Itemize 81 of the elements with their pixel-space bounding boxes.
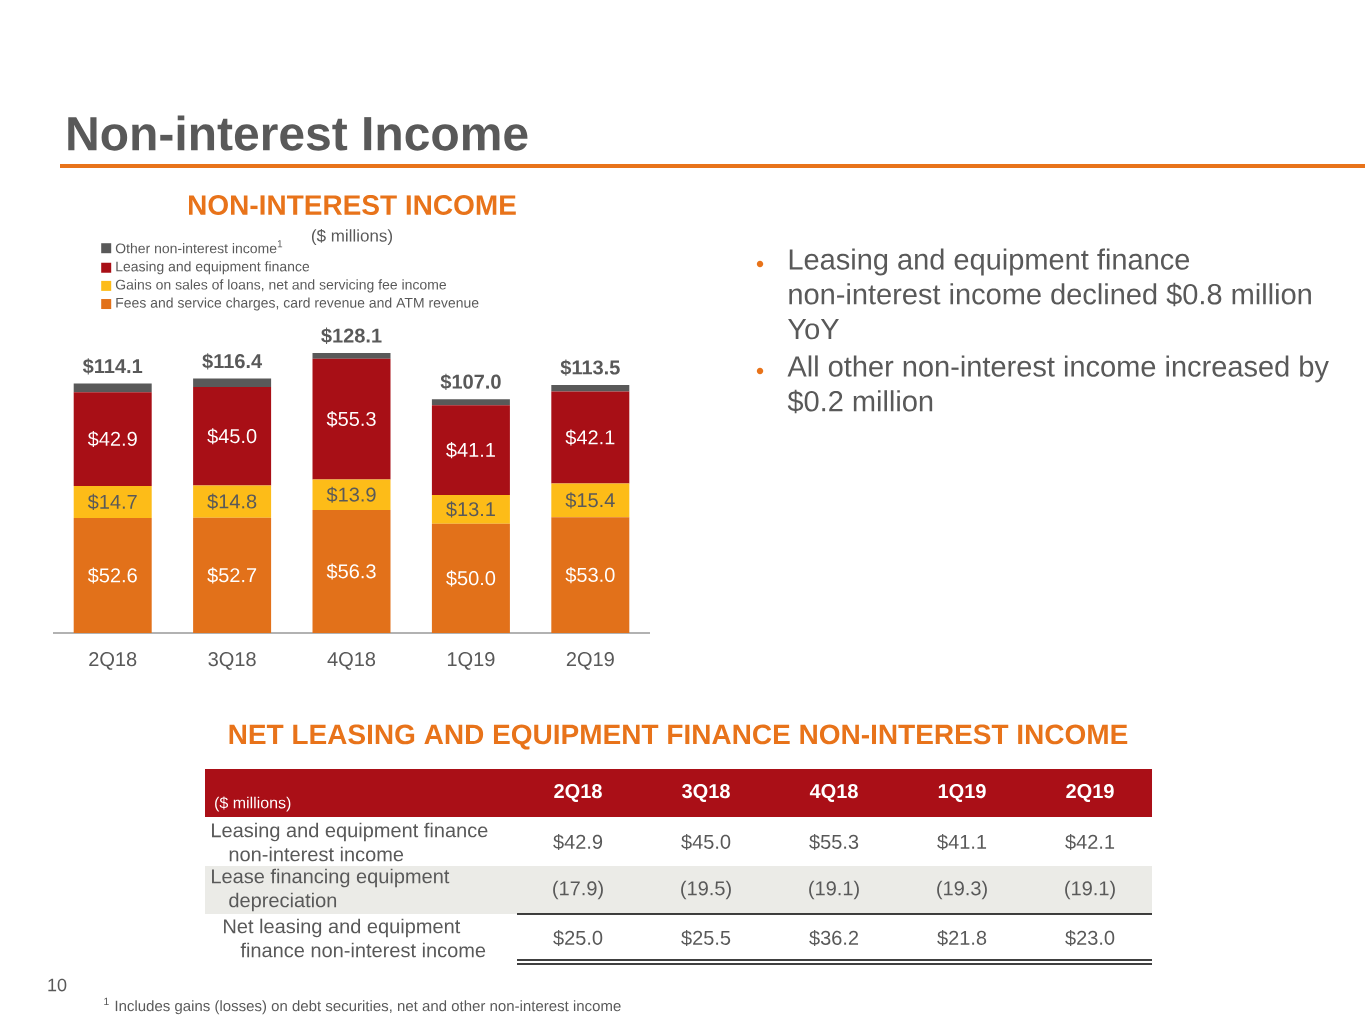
text: Leasing and equipment finance non-interest income [212, 822, 488, 862]
x-tick-label: 1Q19 [447, 652, 495, 670]
category-label: 4Q18 [809, 784, 858, 802]
bar [73, 485, 152, 519]
chart-subtitle: ($ millions) [311, 228, 393, 246]
data-label: $42.9 [553, 833, 603, 851]
data-label: $21.8 [937, 929, 987, 947]
x-tick-label: 2Q18 [89, 652, 137, 670]
total-label: $128.1 [321, 327, 382, 344]
data-label: $41.1 [446, 442, 495, 459]
data-label: $50.0 [446, 570, 496, 587]
data-label: $42.1 [565, 429, 615, 446]
x-tick-label: 2Q19 [566, 652, 614, 670]
data-label: $52.6 [87, 567, 137, 584]
data-label: $45.0 [207, 428, 257, 445]
data-label: $42.1 [1065, 833, 1115, 851]
data-label: $52.7 [207, 567, 257, 584]
bar [312, 353, 391, 359]
data-label: $55.3 [809, 833, 859, 851]
bar [312, 479, 391, 510]
legend-label: Other non-interest income$^{1}$ [115, 240, 283, 254]
data-label: $15.4 [565, 492, 615, 509]
bar [551, 391, 630, 484]
legend-label: Gains on sales of loans, net and servicing fee income [115, 279, 447, 293]
text: All other non-interest income increased by $0.2 million [787, 355, 1329, 414]
data-label: (19.5) [681, 880, 731, 900]
legend-label: Leasing and equipment finance [116, 261, 310, 275]
bar [431, 399, 510, 406]
total-label: $113.5 [560, 359, 620, 376]
text: Net leasing and equipment finance non-interest income [224, 918, 486, 958]
text: NET LEASING AND EQUIPMENT FINANCE NON-INTEREST INCOME [229, 724, 1128, 750]
text: ($ millions) [215, 796, 291, 812]
total-label: $114.1 [82, 358, 143, 375]
bar [73, 383, 152, 393]
bar [193, 485, 272, 518]
data-label: (19.1) [1065, 880, 1115, 900]
text: Non-interest Income [68, 115, 528, 151]
data-label: (17.9) [553, 880, 603, 900]
data-label: $14.7 [87, 493, 137, 511]
chart-title: NON-INTEREST INCOME [189, 195, 516, 215]
bar [193, 387, 272, 486]
bar [312, 358, 391, 480]
category-label: 1Q19 [938, 784, 986, 802]
bar [193, 378, 272, 388]
bar [193, 517, 272, 634]
total-label: $107.0 [440, 373, 501, 391]
data-label: $45.0 [681, 833, 731, 851]
total-label: $116.4 [202, 353, 263, 370]
data-label: $42.9 [87, 430, 137, 448]
bar [431, 523, 510, 634]
data-label: $41.1 [937, 833, 987, 851]
text: Leasing and equipment finance non-interest income declined $0.8 million YoY [788, 248, 1311, 340]
category-label: 2Q19 [1066, 784, 1114, 802]
data-label: (19.3) [937, 880, 987, 900]
data-label: $13.1 [446, 501, 495, 518]
category-label: 3Q18 [682, 784, 730, 802]
data-label: $55.3 [326, 411, 376, 428]
bar [431, 405, 510, 496]
legend-label: Fees and service charges, card revenue and ATM revenue [116, 297, 479, 311]
bar [551, 384, 630, 392]
data-label: $23.0 [1065, 929, 1115, 947]
text: 10 [48, 978, 67, 992]
bar [73, 518, 152, 634]
bar [551, 517, 630, 634]
x-tick-label: 3Q18 [208, 652, 256, 670]
data-label: $25.0 [553, 929, 603, 947]
x-tick-label: 4Q18 [327, 652, 376, 670]
data-label: $53.0 [565, 566, 615, 584]
series-label: Lease financing equipment depreciation [212, 868, 450, 912]
data-label: $56.3 [326, 563, 376, 580]
data-label: $36.2 [809, 929, 859, 947]
bar [73, 392, 152, 486]
bar [431, 495, 510, 524]
data-label: $14.8 [207, 493, 257, 510]
data-label: $13.9 [326, 486, 376, 503]
data-label: (19.1) [809, 880, 859, 900]
bar [551, 483, 630, 518]
data-label: $25.5 [681, 929, 731, 947]
category-label: 2Q18 [554, 784, 602, 802]
text: $^{1}$ Includes gains (losses) on debt securities, net and other non-interest income [104, 997, 621, 1015]
bar [312, 509, 391, 634]
